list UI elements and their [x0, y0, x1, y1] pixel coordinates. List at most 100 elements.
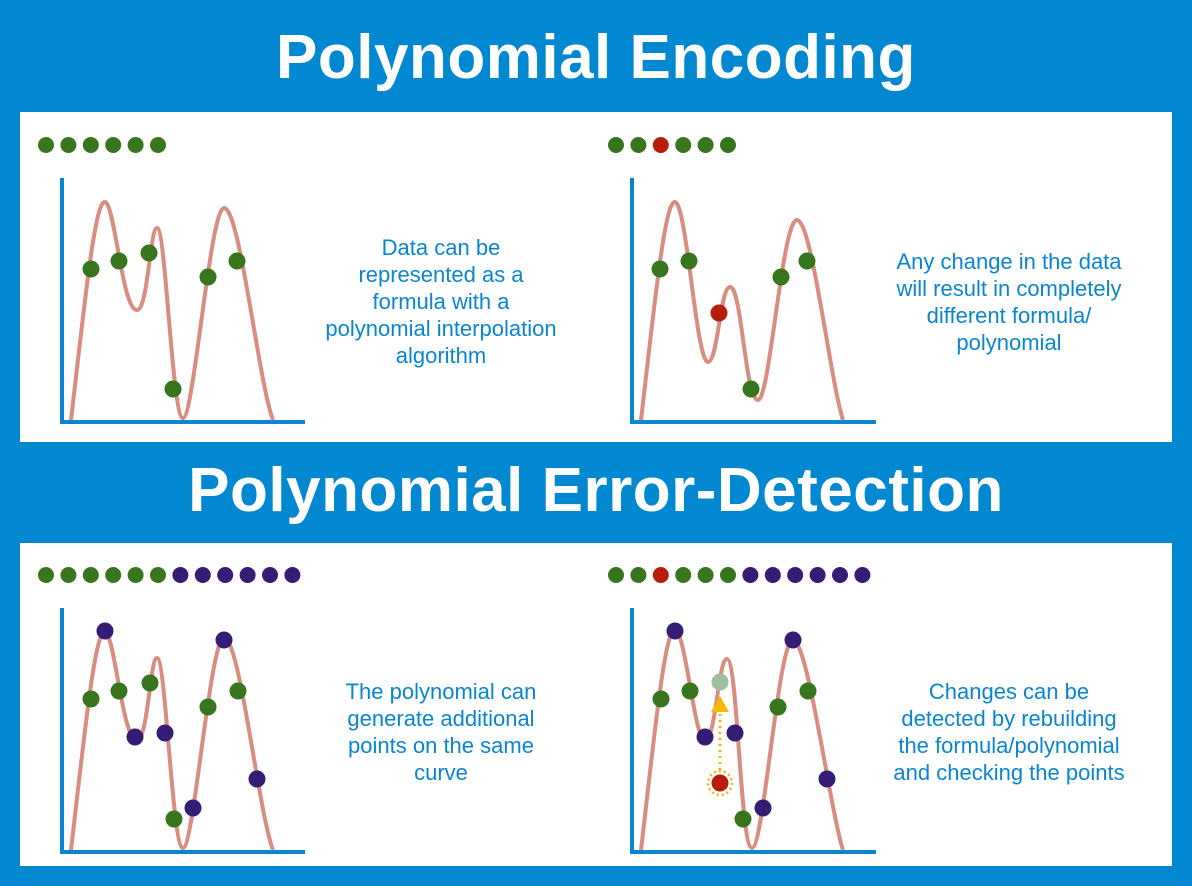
purple-curve-point	[248, 770, 266, 788]
red-data-dot	[652, 137, 669, 153]
green-curve-point	[110, 252, 128, 270]
green-data-dot	[630, 567, 647, 583]
purple-data-dot	[787, 567, 804, 583]
green-curve-point	[165, 810, 183, 828]
green-curve-point	[652, 690, 670, 708]
description-line: points on the same	[348, 733, 534, 758]
green-data-dot	[720, 137, 736, 153]
green-curve-point	[164, 380, 182, 398]
green-curve-point	[769, 698, 787, 716]
graph-detection-1	[60, 608, 305, 854]
green-data-dot	[82, 137, 99, 153]
green-curve-point	[680, 252, 698, 270]
description-line: polynomial	[956, 330, 1062, 355]
graph-encoding-1	[60, 178, 305, 424]
arrow-up-icon	[711, 696, 729, 712]
green-data-dot	[150, 137, 166, 153]
green-curve-point	[199, 698, 217, 716]
description-line: represented as a	[358, 262, 524, 287]
description-line: and checking the points	[893, 760, 1125, 785]
green-data-dot	[60, 137, 77, 153]
description-encoding-2: Any change in the data will result in co…	[859, 248, 1159, 356]
purple-curve-point	[696, 728, 714, 746]
purple-curve-point	[666, 622, 684, 640]
section-title-error-detection: Polynomial Error-Detection	[188, 456, 1004, 525]
description-line: generate additional	[347, 706, 535, 731]
green-data-dot	[38, 567, 54, 583]
green-data-dot	[608, 137, 624, 153]
graph-encoding-2	[630, 178, 876, 424]
description-line: detected by rebuilding	[901, 706, 1117, 731]
axis	[60, 608, 305, 854]
purple-curve-point	[784, 631, 802, 649]
axis	[630, 178, 876, 424]
purple-data-dot	[764, 567, 781, 583]
green-data-dot	[675, 567, 692, 583]
green-curve-point	[199, 268, 217, 286]
polynomial-curve	[639, 199, 845, 422]
red-curve-point	[711, 774, 729, 792]
corrected-curve-point	[711, 673, 729, 691]
axis	[630, 608, 876, 854]
green-data-dot	[675, 137, 692, 153]
green-data-dot	[105, 137, 122, 153]
purple-data-dot	[217, 567, 234, 583]
purple-data-dot	[194, 567, 211, 583]
data-points	[82, 244, 836, 828]
green-data-dot	[150, 567, 166, 583]
data-dot-rows	[38, 137, 871, 583]
green-curve-point	[110, 682, 128, 700]
green-data-dot	[720, 567, 736, 583]
purple-curve-point	[126, 728, 144, 746]
green-data-dot	[608, 567, 624, 583]
description-line: Changes can be	[928, 679, 1090, 704]
purple-curve-point	[156, 724, 174, 742]
purple-curve-point	[96, 622, 114, 640]
purple-data-dot	[742, 567, 759, 583]
description-encoding-1: Data can be represented as a formula wit…	[291, 234, 591, 369]
description-line: The polynomial can	[345, 679, 537, 704]
description-line: curve	[414, 760, 468, 785]
purple-data-dot	[832, 567, 848, 583]
description-detection-1: The polynomial can generate additional p…	[291, 678, 591, 786]
description-detection-2: Changes can be detected by rebuilding th…	[859, 678, 1159, 786]
purple-data-dot	[854, 567, 871, 583]
purple-curve-point	[726, 724, 744, 742]
purple-data-dot	[239, 567, 256, 583]
description-line: the formula/polynomial	[898, 733, 1120, 758]
purple-data-dot	[172, 567, 189, 583]
green-data-dot	[697, 137, 714, 153]
green-curve-point	[82, 690, 100, 708]
green-data-dot	[60, 567, 77, 583]
purple-curve-point	[184, 799, 202, 817]
description-line: different formula/	[926, 303, 1092, 328]
green-curve-point	[140, 244, 158, 262]
axis	[60, 178, 305, 424]
green-curve-point	[742, 380, 760, 398]
green-curve-point	[799, 682, 817, 700]
green-data-dot	[127, 567, 144, 583]
green-curve-point	[651, 260, 669, 278]
green-curve-point	[798, 252, 816, 270]
red-data-dot	[652, 567, 669, 583]
red-curve-point	[710, 304, 728, 322]
green-curve-point	[681, 682, 699, 700]
green-data-dot	[105, 567, 122, 583]
purple-curve-point	[215, 631, 233, 649]
section-title-encoding: Polynomial Encoding	[276, 23, 916, 92]
green-curve-point	[228, 252, 246, 270]
green-data-dot	[127, 137, 144, 153]
green-data-dot	[630, 137, 647, 153]
green-curve-point	[82, 260, 100, 278]
green-curve-point	[141, 674, 159, 692]
description-line: will result in completely	[896, 276, 1122, 301]
dotted-highlight-ring	[706, 769, 734, 797]
purple-data-dot	[284, 567, 301, 583]
description-line: algorithm	[395, 343, 487, 368]
purple-curve-point	[818, 770, 836, 788]
description-line: polynomial interpolation	[325, 316, 557, 341]
green-curve-point	[229, 682, 247, 700]
purple-curve-point	[754, 799, 772, 817]
graph-detection-2	[630, 608, 876, 854]
description-line: Any change in the data	[896, 249, 1122, 274]
